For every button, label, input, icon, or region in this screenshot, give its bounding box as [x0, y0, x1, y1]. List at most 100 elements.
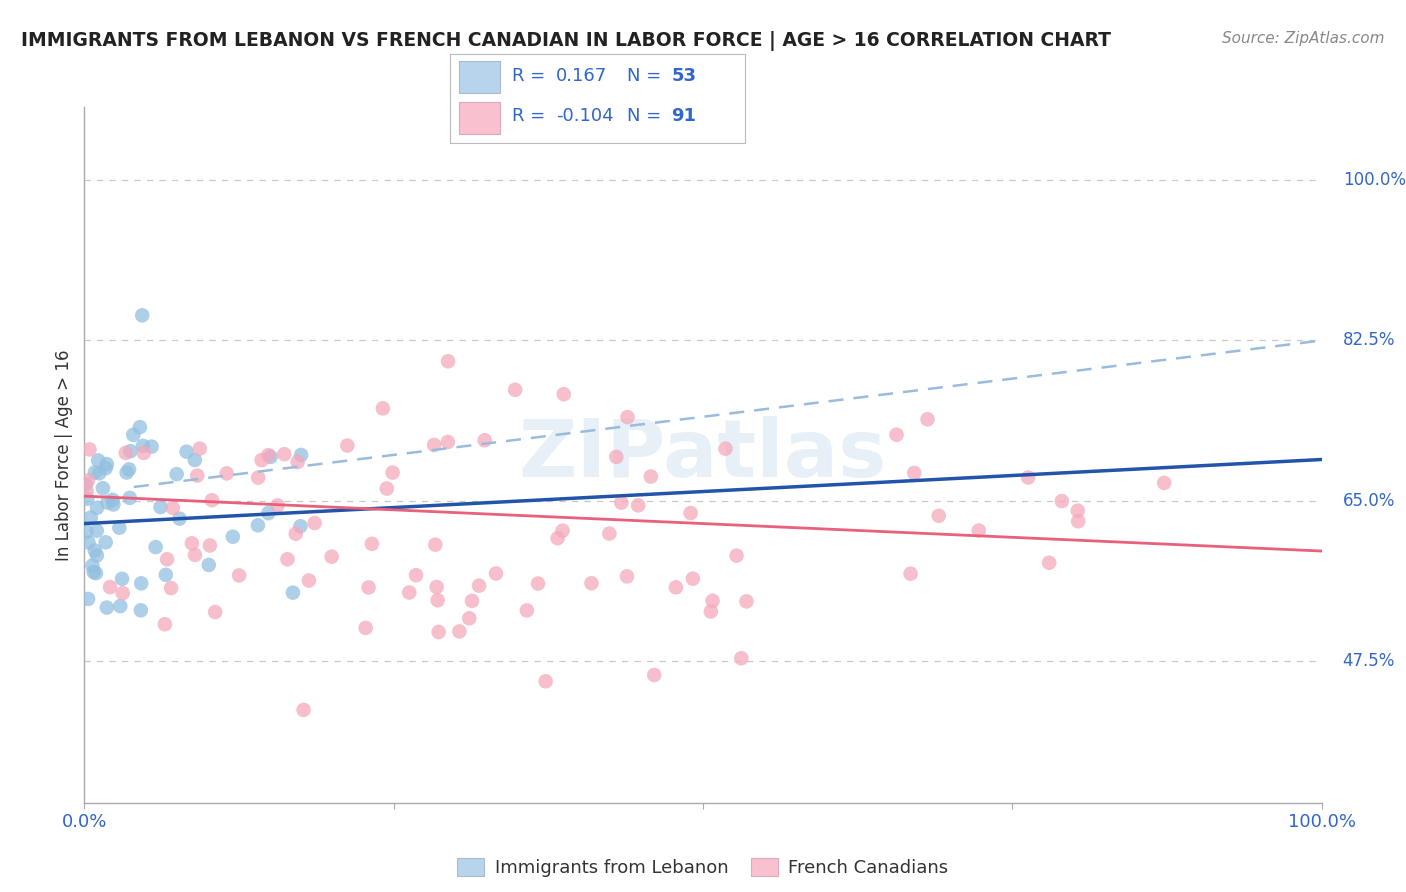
Text: 0.167: 0.167 — [557, 67, 607, 86]
Point — [141, 440, 163, 454]
Point — [188, 442, 211, 456]
Point — [461, 594, 484, 608]
Point — [426, 580, 449, 594]
Point — [257, 448, 280, 462]
Point — [547, 531, 569, 545]
Point — [616, 410, 638, 425]
Point — [551, 524, 574, 538]
Point — [425, 538, 447, 552]
Point — [89, 467, 111, 481]
Point — [83, 543, 105, 558]
Point — [605, 450, 627, 464]
Point — [79, 442, 101, 457]
Point — [184, 453, 207, 467]
Point — [284, 526, 307, 541]
Point — [371, 401, 394, 416]
Text: ZIPatlas: ZIPatlas — [519, 416, 887, 494]
Point — [75, 477, 97, 491]
Point — [247, 470, 270, 484]
Point — [336, 438, 359, 452]
Point — [405, 568, 427, 582]
Point — [228, 568, 250, 582]
Point — [427, 625, 450, 640]
Point — [714, 442, 737, 456]
Point — [361, 537, 384, 551]
Point — [222, 530, 245, 544]
Point — [101, 492, 124, 507]
Point — [903, 466, 925, 480]
Point — [700, 605, 723, 619]
Point — [643, 668, 665, 682]
Point — [304, 516, 326, 530]
Point — [627, 499, 650, 513]
Text: 91: 91 — [672, 107, 696, 126]
Text: -0.104: -0.104 — [557, 107, 614, 126]
Point — [290, 448, 312, 462]
Point — [246, 518, 269, 533]
Point — [250, 453, 273, 467]
Point — [94, 535, 117, 549]
Point — [257, 506, 280, 520]
Point — [86, 500, 108, 515]
Point — [118, 462, 141, 476]
Point — [900, 566, 922, 581]
Point — [108, 521, 131, 535]
Point — [98, 580, 121, 594]
Point — [129, 576, 152, 591]
Point — [87, 453, 110, 467]
Point — [180, 536, 202, 550]
Point — [77, 591, 100, 606]
Point — [665, 580, 688, 594]
Text: 53: 53 — [672, 67, 696, 86]
Point — [122, 427, 145, 442]
Point — [437, 434, 460, 449]
Point — [534, 674, 557, 689]
Point — [1153, 475, 1175, 490]
Point — [204, 605, 226, 619]
Point — [1067, 514, 1090, 528]
Point — [1050, 494, 1073, 508]
Point — [197, 558, 219, 572]
Bar — [458, 61, 501, 93]
Point — [381, 466, 404, 480]
Point — [449, 624, 471, 639]
Point — [553, 387, 575, 401]
Point — [215, 467, 238, 481]
Point — [111, 572, 134, 586]
Point — [298, 574, 321, 588]
Point — [516, 603, 538, 617]
Y-axis label: In Labor Force | Age > 16: In Labor Force | Age > 16 — [55, 349, 73, 561]
Point — [474, 434, 496, 448]
Point — [610, 496, 633, 510]
Point — [82, 558, 104, 573]
Point — [290, 519, 312, 533]
Point — [928, 508, 950, 523]
Point — [118, 491, 141, 505]
Point — [640, 469, 662, 483]
Point — [114, 446, 136, 460]
Point — [1038, 556, 1060, 570]
Point — [169, 511, 191, 525]
Text: 65.0%: 65.0% — [1343, 491, 1395, 509]
Point — [259, 450, 281, 464]
Point — [273, 447, 295, 461]
Point — [145, 540, 167, 554]
Point — [110, 599, 132, 613]
Point — [725, 549, 748, 563]
Point — [967, 524, 990, 538]
Point — [266, 499, 288, 513]
Point — [76, 524, 98, 539]
Point — [437, 354, 460, 368]
Point — [581, 576, 603, 591]
Point — [398, 585, 420, 599]
Point — [735, 594, 758, 608]
Point — [616, 569, 638, 583]
Text: N =: N = — [627, 67, 666, 86]
Point — [292, 703, 315, 717]
Point — [103, 498, 125, 512]
Point — [162, 500, 184, 515]
Point — [96, 600, 118, 615]
Point — [76, 491, 98, 506]
Point — [1017, 470, 1039, 484]
Point — [80, 510, 103, 524]
